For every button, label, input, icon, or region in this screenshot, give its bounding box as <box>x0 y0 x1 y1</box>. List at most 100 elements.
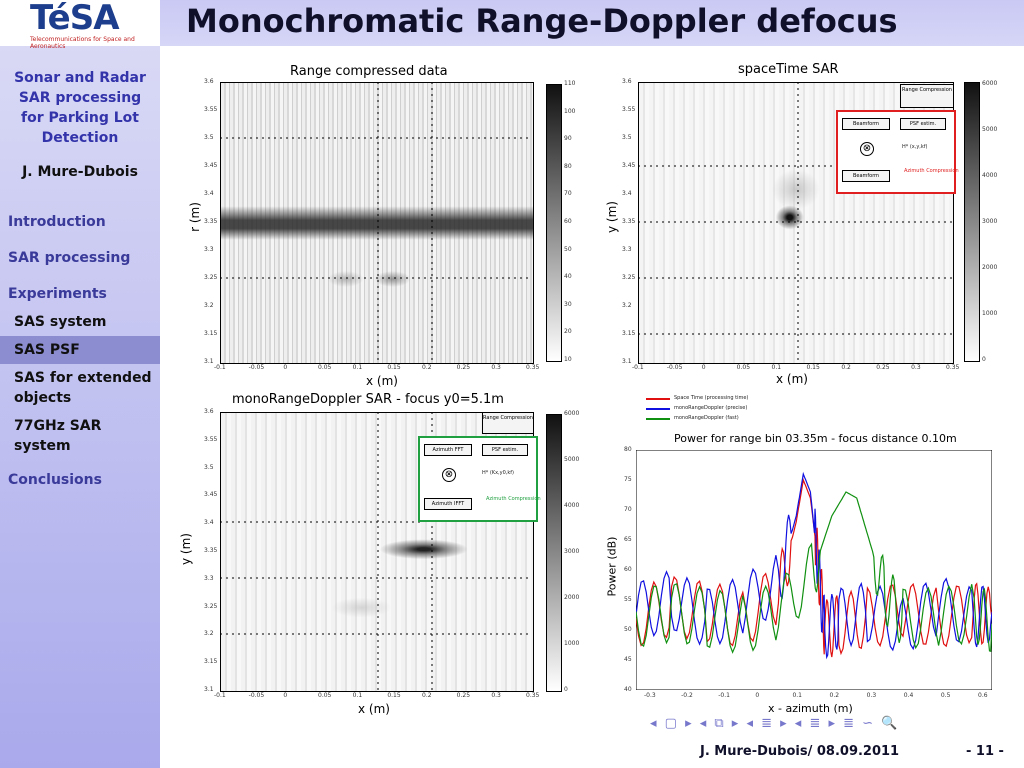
talk-title-line-3[interactable]: for Parking Lot <box>21 110 139 126</box>
doppler-x-tick: 0.15 <box>387 692 401 699</box>
nav-sas-psf[interactable]: SAS PSF <box>14 342 80 358</box>
range-c-tick: 40 <box>564 273 572 281</box>
range-y-tick: 3.45 <box>204 162 218 169</box>
beamer-navigation-symbols[interactable]: ◂ ▢ ▸ ◂ ⧉ ▸ ◂ ≣ ▸ ◂ ≣ ▸ ≣ ∽ 🔍 <box>650 716 900 731</box>
range-c-tick: 30 <box>564 300 572 308</box>
doppler-xlabel: x (m) <box>358 702 390 716</box>
nav-experiments[interactable]: Experiments <box>8 286 107 302</box>
nav-conclusions[interactable]: Conclusions <box>8 472 102 488</box>
legend-entry-1: Space Time (processing time) <box>674 395 749 401</box>
nav-77ghz-sar-system[interactable]: 77GHz SAR system <box>14 418 102 454</box>
dp-azimuth-fft-box: Azimuth FFT <box>424 444 472 456</box>
st-beamform-box-2: Beamform <box>842 170 890 182</box>
doppler-colorbar <box>546 414 562 692</box>
talk-title-line-4[interactable]: Detection <box>41 130 119 146</box>
spacetime-plot: spaceTime SAR Range Compression Beamform… <box>600 60 1020 390</box>
doppler-c-tick: 1000 <box>564 640 580 647</box>
range-x-tick: 0.15 <box>387 364 401 371</box>
range-y-tick: 3.55 <box>204 106 218 113</box>
tesa-logo: TéSA Telecommunications for Space and Ae… <box>0 0 160 50</box>
range-y-tick: 3.2 <box>204 302 214 309</box>
doppler-title: monoRangeDoppler SAR - focus y0=5.1m <box>232 392 504 407</box>
dp-psf-estim-box: PSF estim. <box>482 444 528 456</box>
range-colorbar <box>546 84 562 362</box>
range-plot-title: Range compressed data <box>290 64 448 79</box>
range-grid <box>220 82 532 362</box>
logo-text: TéSA <box>30 0 120 38</box>
nav-introduction[interactable]: Introduction <box>8 214 106 230</box>
power-series-3 <box>636 491 992 654</box>
spacetime-title: spaceTime SAR <box>738 62 839 77</box>
power-xlabel: x - azimuth (m) <box>768 702 853 715</box>
doppler-x-tick: 0.25 <box>456 692 471 699</box>
doppler-ylabel: y (m) <box>178 533 193 565</box>
range-y-tick: 3.25 <box>204 274 218 281</box>
spacetime-y-tick: 3.15 <box>622 330 636 337</box>
doppler-c-tick: 0 <box>564 686 568 693</box>
range-c-tick: 60 <box>564 218 572 225</box>
range-y-tick: 3.35 <box>204 218 218 225</box>
power-x-tick: -0.2 <box>681 692 693 699</box>
spacetime-c-tick: 1000 <box>982 310 998 317</box>
spacetime-y-tick: 3.4 <box>622 190 632 197</box>
doppler-y-tick: 3.6 <box>204 408 214 415</box>
nav-sar-processing[interactable]: SAR processing <box>8 250 131 266</box>
spacetime-y-tick: 3.6 <box>622 78 632 85</box>
active-section-highlight <box>0 336 160 364</box>
spacetime-c-tick: 0 <box>982 356 986 363</box>
doppler-c-tick: 5000 <box>564 456 580 463</box>
footer-author-date: J. Mure-Dubois/ 08.09.2011 <box>700 744 900 759</box>
range-x-tick: 0.2 <box>422 364 432 371</box>
doppler-y-tick: 3.2 <box>204 630 214 638</box>
range-x-tick: 0.35 <box>526 364 540 371</box>
doppler-c-tick: 6000 <box>564 410 580 417</box>
doppler-x-tick: 0 <box>283 692 288 699</box>
range-c-tick: 10 <box>564 356 572 363</box>
author-name[interactable]: J. Mure-Dubois <box>22 164 138 180</box>
range-c-tick: 50 <box>564 245 572 253</box>
spacetime-x-tick: -0.05 <box>666 364 683 371</box>
st-h-label: H* (x,y,kf) <box>902 144 928 150</box>
doppler-c-tick: 4000 <box>564 502 580 509</box>
sidebar: TéSA Telecommunications for Space and Ae… <box>0 0 160 768</box>
spacetime-y-tick: 3.25 <box>622 274 636 281</box>
range-c-tick: 70 <box>564 190 572 198</box>
range-x-tick: 0.3 <box>491 364 501 371</box>
power-x-tick: 0.3 <box>866 692 877 699</box>
talk-title-line-2[interactable]: SAR processing <box>18 90 142 106</box>
doppler-y-tick: 3.55 <box>204 435 218 443</box>
power-x-tick: 0.4 <box>903 692 914 699</box>
spacetime-ylabel: y (m) <box>604 201 619 233</box>
spacetime-y-tick: 3.1 <box>622 358 632 365</box>
nav-sas-extended-objects[interactable]: SAS for extended objects <box>14 370 152 406</box>
power-title: Power for range bin 03.35m - focus dista… <box>674 432 957 445</box>
st-psf-estim-box: PSF estim. <box>900 118 946 130</box>
doppler-x-tick: 0.3 <box>491 692 501 699</box>
st-range-compression-box: Range Compression <box>900 84 954 108</box>
doppler-y-tick: 3.15 <box>204 658 218 666</box>
doppler-c-tick: 2000 <box>564 594 580 601</box>
nav-sas-system[interactable]: SAS system <box>14 314 107 330</box>
spacetime-c-tick: 2000 <box>982 264 998 271</box>
spacetime-x-tick: 0 <box>701 364 706 371</box>
power-series-2 <box>636 471 992 660</box>
range-c-tick: 110 <box>564 80 576 87</box>
doppler-c-tick: 3000 <box>564 548 580 555</box>
dp-azimuth-ifft-box: Azimuth IFFT <box>424 498 472 510</box>
range-x-tick: 0 <box>283 364 288 371</box>
spacetime-x-tick: -0.1 <box>632 364 644 371</box>
spacetime-c-tick: 5000 <box>982 126 998 133</box>
st-beamform-box: Beamform <box>842 118 890 130</box>
spacetime-xlabel: x (m) <box>776 372 808 386</box>
doppler-x-tick: 0.2 <box>422 692 432 699</box>
doppler-x-tick: -0.05 <box>248 692 265 699</box>
talk-title-line-1[interactable]: Sonar and Radar <box>14 70 146 86</box>
spacetime-grid <box>638 82 952 362</box>
range-c-tick: 100 <box>564 107 576 115</box>
doppler-x-tick: 0.05 <box>318 692 332 699</box>
range-c-tick: 20 <box>564 328 572 336</box>
power-x-tick: 0.5 <box>940 692 951 699</box>
st-azimuth-compression: Azimuth Compression <box>904 168 959 174</box>
power-plot: Power for range bin 03.35m - focus dista… <box>600 430 1020 720</box>
spacetime-x-tick: 0.3 <box>911 364 921 371</box>
